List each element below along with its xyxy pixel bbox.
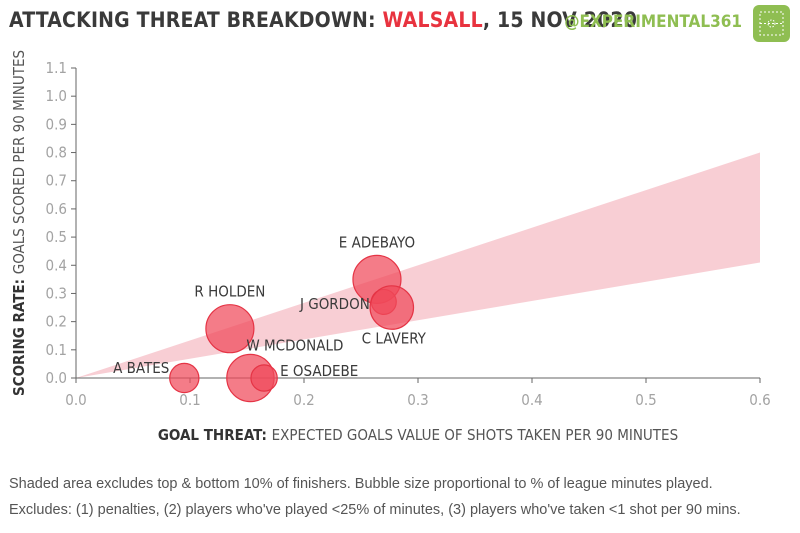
player-bubble (205, 304, 255, 354)
y-tick-label: 0.5 (46, 228, 67, 246)
player-label: W MCDONALD (246, 336, 343, 354)
x-tick-label: 0.4 (521, 391, 542, 409)
title-prefix: ATTACKING THREAT BREAKDOWN: (9, 8, 376, 32)
chart-title: ATTACKING THREAT BREAKDOWN: WALSALL, 15 … (9, 8, 637, 32)
x-tick-label: 0.1 (179, 391, 200, 409)
y-axis-title-rest: GOALS SCORED PER 90 MINUTES (10, 50, 28, 274)
player-bubble (169, 362, 200, 394)
footer-note-1: Shaded area excludes top & bottom 10% of… (9, 476, 713, 492)
x-tick-label: 0.3 (407, 391, 428, 409)
x-axis-title-bold: GOAL THREAT: (158, 426, 272, 444)
x-axis-title: GOAL THREAT: EXPECTED GOALS VALUE OF SHO… (158, 426, 678, 444)
y-tick-label: 1.1 (46, 59, 67, 77)
x-tick-label: 0.2 (293, 391, 314, 409)
title-suffix: , 15 NOV 2020 (482, 8, 638, 32)
pitch-logo-icon (753, 5, 790, 42)
player-label: C LAVERY (362, 329, 427, 347)
y-tick-label: 0.4 (46, 256, 67, 274)
x-tick-label: 0.6 (749, 391, 770, 409)
y-tick-label: 0.6 (46, 200, 67, 218)
x-tick-label: 0.0 (65, 391, 86, 409)
player-bubble (369, 285, 415, 330)
title-team: WALSALL (382, 8, 483, 32)
player-label: A BATES (113, 359, 169, 377)
y-tick-label: 0.8 (46, 144, 67, 162)
y-tick-label: 0.1 (46, 341, 67, 359)
y-tick-label: 0.7 (46, 172, 67, 190)
x-tick-label: 0.5 (635, 391, 656, 409)
x-axis-title-rest: EXPECTED GOALS VALUE OF SHOTS TAKEN PER … (272, 426, 679, 444)
y-tick-label: 0.3 (46, 284, 67, 302)
y-tick-label: 0.0 (46, 369, 67, 387)
player-label: E ADEBAYO (339, 233, 415, 251)
player-label: R HOLDEN (194, 283, 265, 301)
y-tick-label: 1.0 (46, 87, 67, 105)
player-label: J GORDON (299, 295, 370, 313)
author-handle: @EXPERIMENTAL361 (564, 12, 742, 32)
player-bubble (250, 364, 278, 392)
y-axis-title-bold: SCORING RATE: (10, 274, 28, 396)
y-tick-label: 0.9 (46, 115, 67, 133)
footer-note-2: Excludes: (1) penalties, (2) players who… (9, 502, 741, 518)
player-label: E OSADEBE (280, 362, 358, 380)
finisher-band (76, 152, 760, 378)
y-tick-label: 0.2 (46, 313, 67, 331)
y-axis-title: SCORING RATE: GOALS SCORED PER 90 MINUTE… (10, 50, 28, 396)
